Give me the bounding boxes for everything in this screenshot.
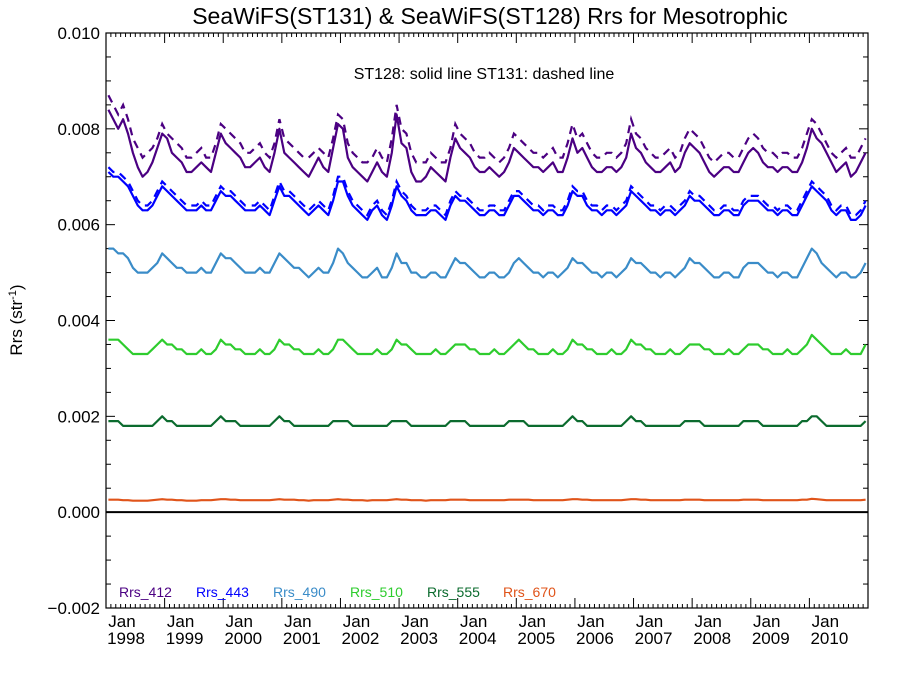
plot-frame (105, 32, 869, 609)
x-tick-label-month: Jan (636, 612, 663, 631)
x-tick-label-year: 2001 (283, 629, 321, 648)
series-line-rrs-490-solid (108, 247, 867, 279)
x-tick-label-year: 1998 (107, 629, 145, 648)
y-tick-label: 0.008 (57, 120, 100, 139)
series-line-rrs-555-solid (108, 415, 867, 427)
x-tick-label-year: 2005 (517, 629, 555, 648)
y-tick-label: 0.004 (57, 312, 100, 331)
legend-item-rrs-510: Rrs_510 (350, 584, 403, 600)
x-tick-label-year: 2002 (342, 629, 380, 648)
x-tick-label-month: Jan (460, 612, 487, 631)
x-tick-label-month: Jan (694, 612, 721, 631)
x-tick-label-month: Jan (167, 612, 194, 631)
x-tick-label-year: 2009 (752, 629, 790, 648)
legend-item-rrs-412: Rrs_412 (119, 584, 172, 600)
series-line-rrs-443-dashed (107, 166, 867, 218)
y-tick-label: 0.006 (57, 216, 100, 235)
y-tick-label: 0.002 (57, 407, 100, 426)
legend-item-rrs-490: Rrs_490 (273, 584, 326, 600)
y-tick-label: 0.010 (57, 24, 100, 43)
x-tick-label-year: 2010 (810, 629, 848, 648)
series-lines (107, 94, 867, 502)
y-tick-label: −0.002 (48, 599, 100, 618)
x-tick-label-year: 2007 (635, 629, 673, 648)
x-tick-label-month: Jan (226, 612, 253, 631)
series-line-rrs-443-solid (107, 171, 867, 221)
series-line-rrs-412-dashed (107, 94, 867, 165)
x-tick-label-month: Jan (401, 612, 428, 631)
legend: Rrs_412 Rrs_443 Rrs_490 Rrs_510 Rrs_555 Rrs_6… (119, 584, 556, 600)
x-tick-label-month: Jan (519, 612, 546, 631)
legend-item-rrs-443: Rrs_443 (196, 584, 249, 600)
legend-item-rrs-555: Rrs_555 (427, 584, 480, 600)
x-tick-label-year: 2008 (693, 629, 731, 648)
y-axis-label-group: Rrs (str-1) (7, 284, 26, 355)
series-line-rrs-412-solid (107, 109, 867, 183)
x-tick-label-month: Jan (108, 612, 135, 631)
y-axis-label: Rrs (str-1) (7, 284, 26, 355)
legend-item-rrs-670: Rrs_670 (503, 584, 556, 600)
line-style-annotation: ST128: solid line ST131: dashed line (354, 66, 615, 83)
y-axis-label-close: ) (7, 284, 26, 290)
series-line-rrs-510-solid (108, 333, 867, 356)
x-tick-label-month: Jan (753, 612, 780, 631)
x-tick-label-month: Jan (343, 612, 370, 631)
y-axis-ticks: 0.010 0.008 0.006 0.004 0.002 0.000 −0.002 (48, 24, 868, 618)
x-tick-label-year: 1999 (166, 629, 204, 648)
x-tick-label-year: 2004 (459, 629, 497, 648)
x-axis-ticks: Jan1998Jan1999Jan2000Jan2001Jan2002Jan20… (105, 33, 864, 648)
series-line-rrs-670-solid (108, 497, 866, 502)
y-tick-label: 0.000 (57, 503, 100, 522)
x-tick-label-year: 2003 (400, 629, 438, 648)
x-tick-label-month: Jan (577, 612, 604, 631)
chart-title: SeaWiFS(ST131) & SeaWiFS(ST128) Rrs for … (192, 3, 788, 29)
y-axis-label-superscript: -1 (7, 290, 19, 300)
y-axis-label-text: Rrs (str (7, 300, 26, 356)
x-tick-label-month: Jan (812, 612, 839, 631)
x-tick-label-year: 2000 (224, 629, 262, 648)
x-tick-label-month: Jan (284, 612, 311, 631)
x-tick-label-year: 2006 (576, 629, 614, 648)
